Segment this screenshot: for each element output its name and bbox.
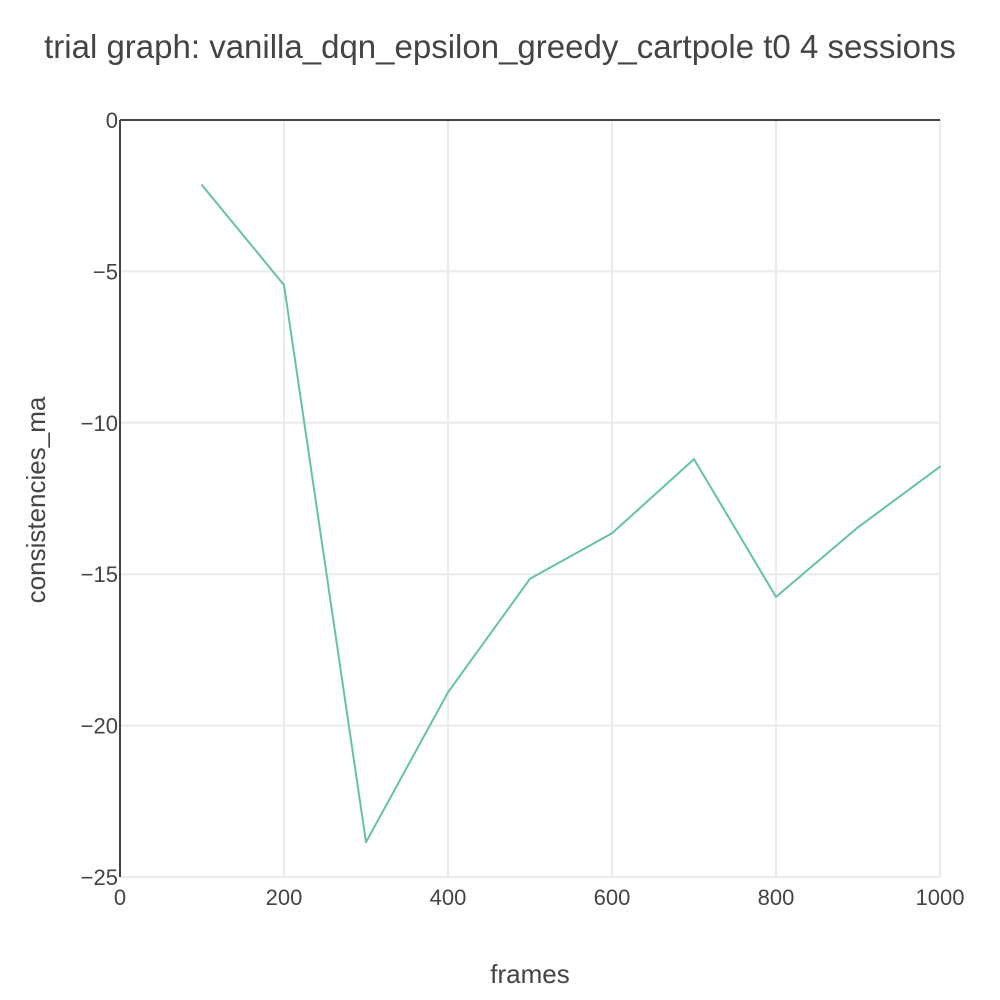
x-tick-label: 600 [594,885,631,910]
x-axis-title: frames [490,959,569,989]
x-tick-label: 1000 [916,885,965,910]
x-tick-label: 800 [758,885,795,910]
grid-lines [120,120,941,878]
y-tick-label: −25 [81,865,118,890]
tick-labels: 0 200 400 600 800 1000 0 −5 −10 −15 −20 −25 [81,108,965,910]
y-tick-label: −15 [81,562,118,587]
x-tick-label: 0 [114,885,126,910]
chart-title: trial graph: vanilla_dqn_epsilon_greedy_… [44,28,956,65]
axes [119,119,940,877]
x-tick-label: 400 [430,885,467,910]
y-axis-title: consistencies_ma [21,396,51,603]
y-tick-label: −20 [81,714,118,739]
series-lines [201,184,941,844]
series-line [201,184,941,844]
y-tick-label: 0 [106,108,118,133]
y-tick-label: −10 [81,411,118,436]
x-tick-label: 200 [266,885,303,910]
y-tick-label: −5 [93,259,118,284]
